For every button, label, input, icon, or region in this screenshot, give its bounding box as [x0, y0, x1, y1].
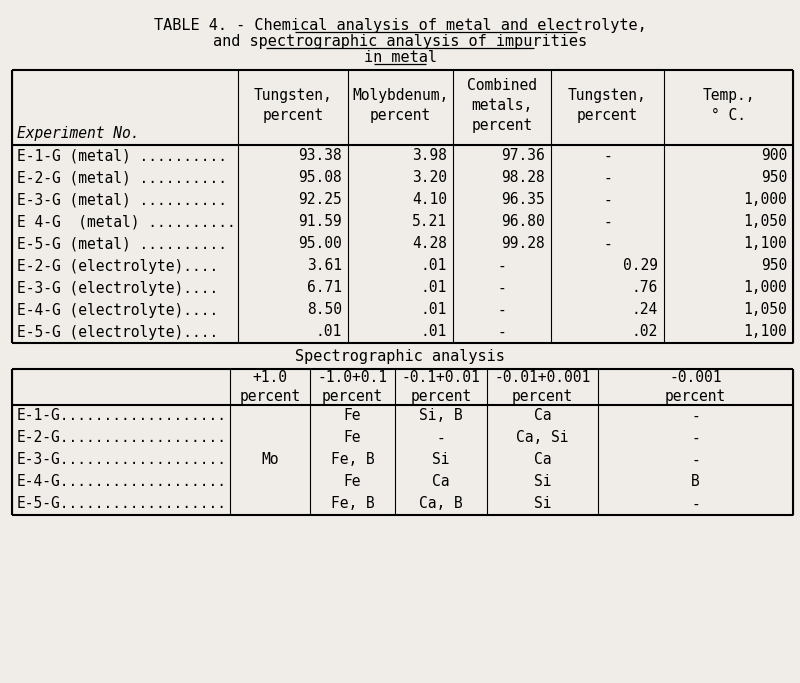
Text: 900: 900 — [761, 148, 787, 163]
Text: E-1-G (metal) ..........: E-1-G (metal) .......... — [17, 148, 227, 163]
Text: -: - — [691, 408, 700, 423]
Text: -: - — [603, 236, 612, 251]
Text: .01: .01 — [421, 324, 447, 339]
Text: Ca, B: Ca, B — [419, 497, 463, 512]
Text: 1,100: 1,100 — [743, 324, 787, 339]
Text: Fe, B: Fe, B — [330, 497, 374, 512]
Text: Si: Si — [534, 497, 551, 512]
Text: E-5-G...................: E-5-G................... — [17, 497, 227, 512]
Text: -: - — [691, 453, 700, 467]
Text: .01: .01 — [316, 324, 342, 339]
Text: .01: .01 — [421, 258, 447, 273]
Text: Mo: Mo — [262, 453, 278, 467]
Text: 98.28: 98.28 — [502, 171, 545, 186]
Text: -: - — [498, 324, 506, 339]
Text: 8.50: 8.50 — [307, 303, 342, 318]
Text: 3.98: 3.98 — [412, 148, 447, 163]
Text: .24: .24 — [632, 303, 658, 318]
Text: 1,000: 1,000 — [743, 193, 787, 208]
Text: Ca, Si: Ca, Si — [516, 430, 569, 445]
Text: E-3-G...................: E-3-G................... — [17, 453, 227, 467]
Text: 4.10: 4.10 — [412, 193, 447, 208]
Text: E-4-G (electrolyte)....: E-4-G (electrolyte).... — [17, 303, 218, 318]
Text: E-2-G...................: E-2-G................... — [17, 430, 227, 445]
Text: E-5-G (metal) ..........: E-5-G (metal) .......... — [17, 236, 227, 251]
Text: 93.38: 93.38 — [298, 148, 342, 163]
Text: E-5-G (electrolyte)....: E-5-G (electrolyte).... — [17, 324, 218, 339]
Text: E-2-G (metal) ..........: E-2-G (metal) .......... — [17, 171, 227, 186]
Text: 0.29: 0.29 — [623, 258, 658, 273]
Text: -: - — [498, 258, 506, 273]
Text: .01: .01 — [421, 281, 447, 296]
Text: Ca: Ca — [534, 453, 551, 467]
Text: -: - — [437, 430, 446, 445]
Text: 4.28: 4.28 — [412, 236, 447, 251]
Text: Spectrographic analysis: Spectrographic analysis — [295, 348, 505, 363]
Text: -: - — [603, 193, 612, 208]
Text: -: - — [603, 171, 612, 186]
Text: 3.61: 3.61 — [307, 258, 342, 273]
Text: E-4-G...................: E-4-G................... — [17, 475, 227, 490]
Text: E-1-G...................: E-1-G................... — [17, 408, 227, 423]
Text: 950: 950 — [761, 171, 787, 186]
Text: +1.0
percent: +1.0 percent — [239, 370, 301, 404]
Text: 3.20: 3.20 — [412, 171, 447, 186]
Text: -0.1+0.01
percent: -0.1+0.01 percent — [402, 370, 480, 404]
Text: 96.35: 96.35 — [502, 193, 545, 208]
Text: 1,050: 1,050 — [743, 303, 787, 318]
Text: TABLE 4. - Chemical analysis of metal and electrolyte,: TABLE 4. - Chemical analysis of metal an… — [154, 18, 646, 33]
Text: Combined
metals,
percent: Combined metals, percent — [467, 78, 537, 133]
Text: 1,000: 1,000 — [743, 281, 787, 296]
Text: -1.0+0.1
percent: -1.0+0.1 percent — [318, 370, 387, 404]
Text: 5.21: 5.21 — [412, 214, 447, 229]
Text: Fe: Fe — [344, 430, 362, 445]
Text: E-2-G (electrolyte)....: E-2-G (electrolyte).... — [17, 258, 218, 273]
Text: Fe, B: Fe, B — [330, 453, 374, 467]
Text: 1,050: 1,050 — [743, 214, 787, 229]
Text: 97.36: 97.36 — [502, 148, 545, 163]
Text: Experiment No.: Experiment No. — [17, 126, 139, 141]
Text: Temp.,
° C.: Temp., ° C. — [702, 88, 754, 123]
Text: 95.00: 95.00 — [298, 236, 342, 251]
Text: 6.71: 6.71 — [307, 281, 342, 296]
Text: .02: .02 — [632, 324, 658, 339]
Text: -: - — [691, 430, 700, 445]
Text: .01: .01 — [421, 303, 447, 318]
Text: .76: .76 — [632, 281, 658, 296]
Text: Ca: Ca — [534, 408, 551, 423]
Text: -: - — [603, 214, 612, 229]
Text: Si, B: Si, B — [419, 408, 463, 423]
Text: 95.08: 95.08 — [298, 171, 342, 186]
Text: Fe: Fe — [344, 475, 362, 490]
Text: Ca: Ca — [432, 475, 450, 490]
Text: -: - — [603, 148, 612, 163]
Text: 1,100: 1,100 — [743, 236, 787, 251]
Text: Si: Si — [534, 475, 551, 490]
Text: E-3-G (electrolyte)....: E-3-G (electrolyte).... — [17, 281, 218, 296]
Text: -: - — [691, 497, 700, 512]
Text: B: B — [691, 475, 700, 490]
Text: E 4-G  (metal) ..........: E 4-G (metal) .......... — [17, 214, 236, 229]
Text: 91.59: 91.59 — [298, 214, 342, 229]
Text: Fe: Fe — [344, 408, 362, 423]
Text: Tungsten,
percent: Tungsten, percent — [568, 88, 647, 123]
Text: -0.001
percent: -0.001 percent — [665, 370, 726, 404]
Text: E-3-G (metal) ..........: E-3-G (metal) .......... — [17, 193, 227, 208]
Text: 96.80: 96.80 — [502, 214, 545, 229]
Text: -: - — [498, 281, 506, 296]
Text: Molybdenum,
percent: Molybdenum, percent — [352, 88, 449, 123]
Text: 950: 950 — [761, 258, 787, 273]
Text: and spectrographic analysis of impurities: and spectrographic analysis of impuritie… — [213, 34, 587, 49]
Text: in metal: in metal — [363, 50, 437, 65]
Text: -: - — [498, 303, 506, 318]
Text: Tungsten,
percent: Tungsten, percent — [254, 88, 332, 123]
Text: 92.25: 92.25 — [298, 193, 342, 208]
Text: -0.01+0.001
percent: -0.01+0.001 percent — [494, 370, 590, 404]
Text: Si: Si — [432, 453, 450, 467]
Text: 99.28: 99.28 — [502, 236, 545, 251]
